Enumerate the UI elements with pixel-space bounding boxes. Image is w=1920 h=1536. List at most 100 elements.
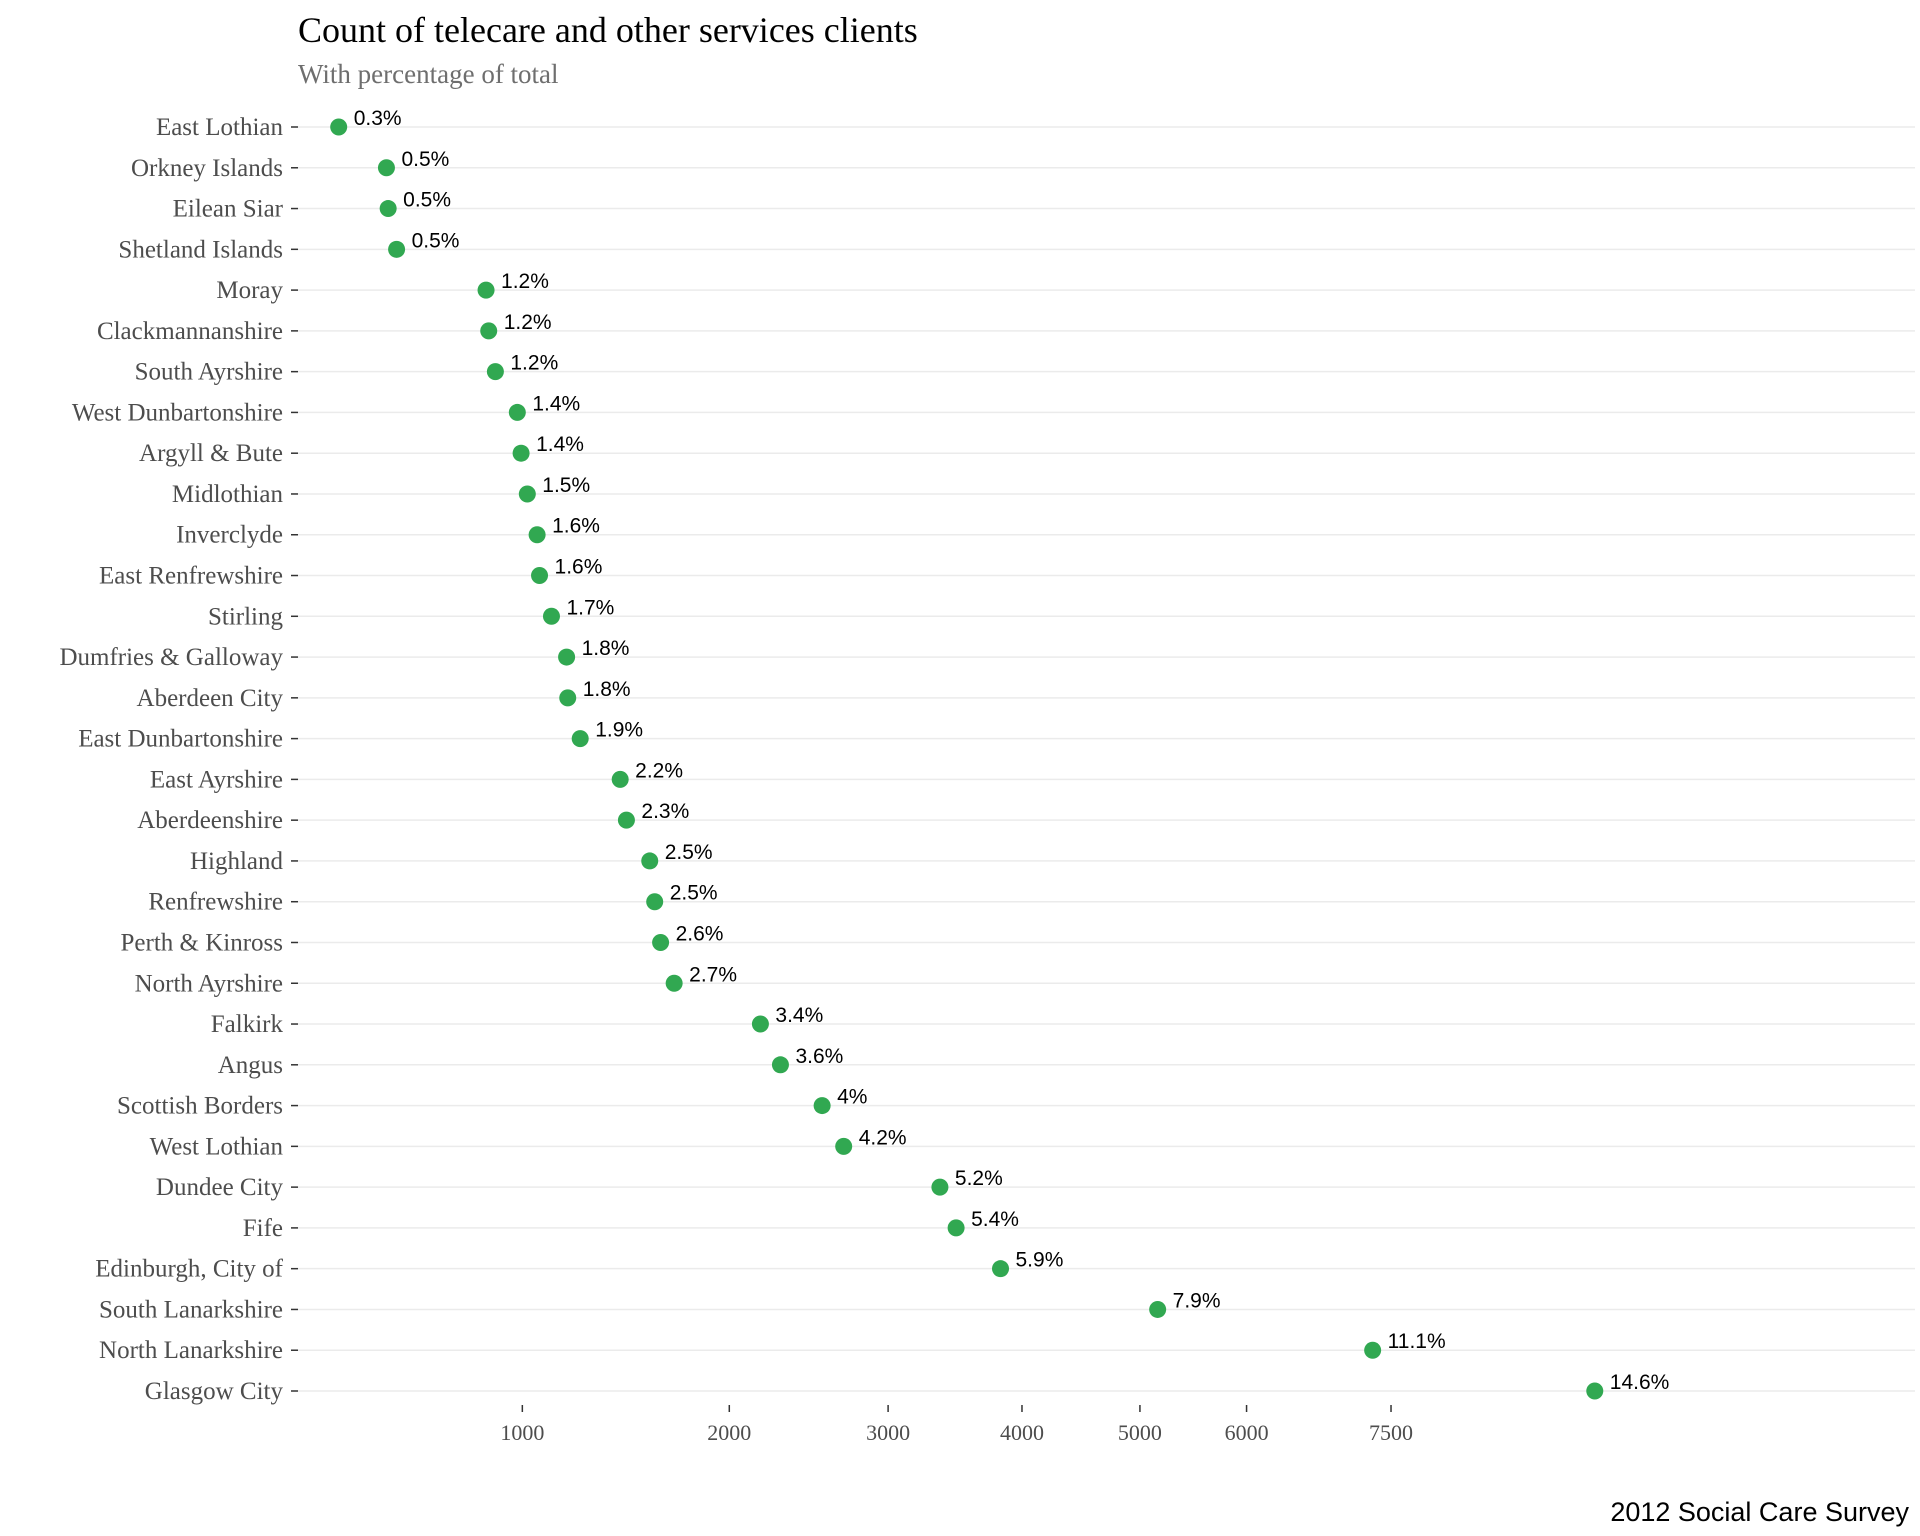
data-point	[486, 363, 504, 381]
data-label: 1.6%	[555, 556, 603, 579]
y-tick-label: Perth & Kinross	[121, 929, 284, 956]
y-tick-label: North Ayrshire	[135, 970, 283, 997]
x-tick-label: 4000	[1000, 1420, 1044, 1445]
y-tick-label: East Lothian	[156, 114, 284, 141]
data-label: 1.2%	[510, 352, 558, 375]
y-tick-label: Clackmannanshire	[97, 318, 283, 345]
data-label: 7.9%	[1173, 1289, 1221, 1312]
y-tick-label: South Lanarkshire	[99, 1296, 283, 1323]
data-point	[652, 933, 670, 951]
data-point	[330, 118, 348, 136]
y-tick-label: West Lothian	[150, 1133, 284, 1160]
data-label: 4.2%	[859, 1126, 907, 1149]
data-point	[1586, 1382, 1604, 1400]
data-point	[947, 1219, 965, 1237]
data-label: 1.8%	[582, 637, 630, 660]
data-label: 1.4%	[536, 433, 584, 456]
data-point	[813, 1097, 831, 1115]
data-label: 1.7%	[566, 596, 614, 619]
data-point	[1149, 1300, 1167, 1318]
x-axis: 1000 2000 3000 4000 5000 6000 7500	[500, 1405, 1413, 1445]
data-point	[512, 444, 530, 462]
y-tick-label: Aberdeen City	[137, 685, 284, 712]
data-label: 2.2%	[635, 759, 683, 782]
data-point	[508, 403, 526, 421]
y-tick-label: East Ayrshire	[150, 766, 283, 793]
data-label: 2.7%	[689, 963, 737, 986]
data-point	[559, 689, 577, 707]
data-label: 5.4%	[971, 1208, 1019, 1231]
y-tick-label: Midlothian	[172, 481, 284, 508]
y-tick-label: Fife	[243, 1215, 283, 1242]
data-label: 0.5%	[412, 229, 460, 252]
y-tick-label: Orkney Islands	[131, 155, 283, 182]
data-point	[646, 893, 664, 911]
y-tick-label: Eilean Siar	[173, 196, 284, 223]
data-point	[931, 1178, 949, 1196]
y-tick-label: Inverclyde	[176, 522, 283, 549]
data-point	[641, 852, 659, 870]
y-tick-label: Moray	[216, 277, 283, 304]
data-label: 2.6%	[676, 922, 724, 945]
data-label: 0.5%	[403, 189, 451, 212]
data-point	[388, 240, 406, 258]
data-point	[611, 770, 629, 788]
data-label: 1.6%	[552, 515, 600, 538]
chart-subtitle: With percentage of total	[298, 59, 559, 89]
data-point	[992, 1260, 1010, 1278]
y-tick-label: Highland	[190, 848, 284, 875]
y-tick-label: Scottish Borders	[117, 1093, 283, 1120]
y-tick-label: Aberdeenshire	[137, 807, 283, 834]
data-label: 5.2%	[955, 1167, 1003, 1190]
data-point	[665, 974, 683, 992]
data-label: 2.5%	[670, 882, 718, 905]
data-label: 4%	[837, 1086, 867, 1109]
data-label: 2.5%	[665, 841, 713, 864]
y-tick-label: Dumfries & Galloway	[59, 644, 283, 671]
data-point	[480, 322, 498, 340]
x-tick-label: 5000	[1118, 1420, 1162, 1445]
data-label: 11.1%	[1388, 1330, 1446, 1353]
chart-caption: 2012 Social Care Survey	[1610, 1497, 1909, 1527]
y-tick-label: Renfrewshire	[148, 889, 283, 916]
data-point	[531, 567, 549, 585]
data-label: 1.4%	[532, 392, 580, 415]
data-point	[477, 281, 495, 299]
data-point	[542, 607, 560, 625]
data-point	[1364, 1341, 1382, 1359]
data-label: 0.5%	[401, 148, 449, 171]
data-label: 1.2%	[501, 270, 549, 293]
y-tick-label: Dundee City	[156, 1174, 284, 1201]
data-point	[379, 200, 397, 218]
y-tick-label: Falkirk	[211, 1011, 284, 1038]
y-tick-label: Shetland Islands	[118, 236, 283, 263]
x-tick-label: 2000	[707, 1420, 751, 1445]
data-label: 3.4%	[775, 1004, 823, 1027]
y-tick-label: Angus	[218, 1052, 283, 1079]
y-tick-label: East Renfrewshire	[99, 563, 283, 590]
x-tick-label: 3000	[866, 1420, 910, 1445]
data-point	[835, 1137, 853, 1155]
y-axis: East Lothian Orkney Islands Eilean Siar She…	[59, 114, 298, 1405]
data-point	[528, 526, 546, 544]
y-tick-label: Stirling	[208, 603, 284, 630]
data-point	[518, 485, 536, 503]
gridlines	[298, 126, 1915, 1392]
data-label: 1.2%	[504, 311, 552, 334]
data-label: 2.3%	[641, 800, 689, 823]
x-tick-label: 6000	[1225, 1420, 1269, 1445]
data-label: 0.3%	[354, 107, 402, 130]
y-tick-label: South Ayrshire	[135, 359, 283, 386]
y-tick-label: Glasgow City	[145, 1378, 284, 1405]
chart-title: Count of telecare and other services cli…	[298, 10, 918, 50]
y-tick-label: Argyll & Bute	[139, 440, 283, 467]
data-label: 1.9%	[595, 719, 643, 742]
data-label: 1.5%	[542, 474, 590, 497]
data-point	[751, 1015, 769, 1033]
y-tick-label: East Dunbartonshire	[78, 726, 283, 753]
data-label: 5.9%	[1016, 1249, 1064, 1272]
y-tick-label: Edinburgh, City of	[95, 1256, 283, 1283]
y-tick-label: West Dunbartonshire	[72, 399, 283, 426]
data-label: 3.6%	[795, 1045, 843, 1068]
